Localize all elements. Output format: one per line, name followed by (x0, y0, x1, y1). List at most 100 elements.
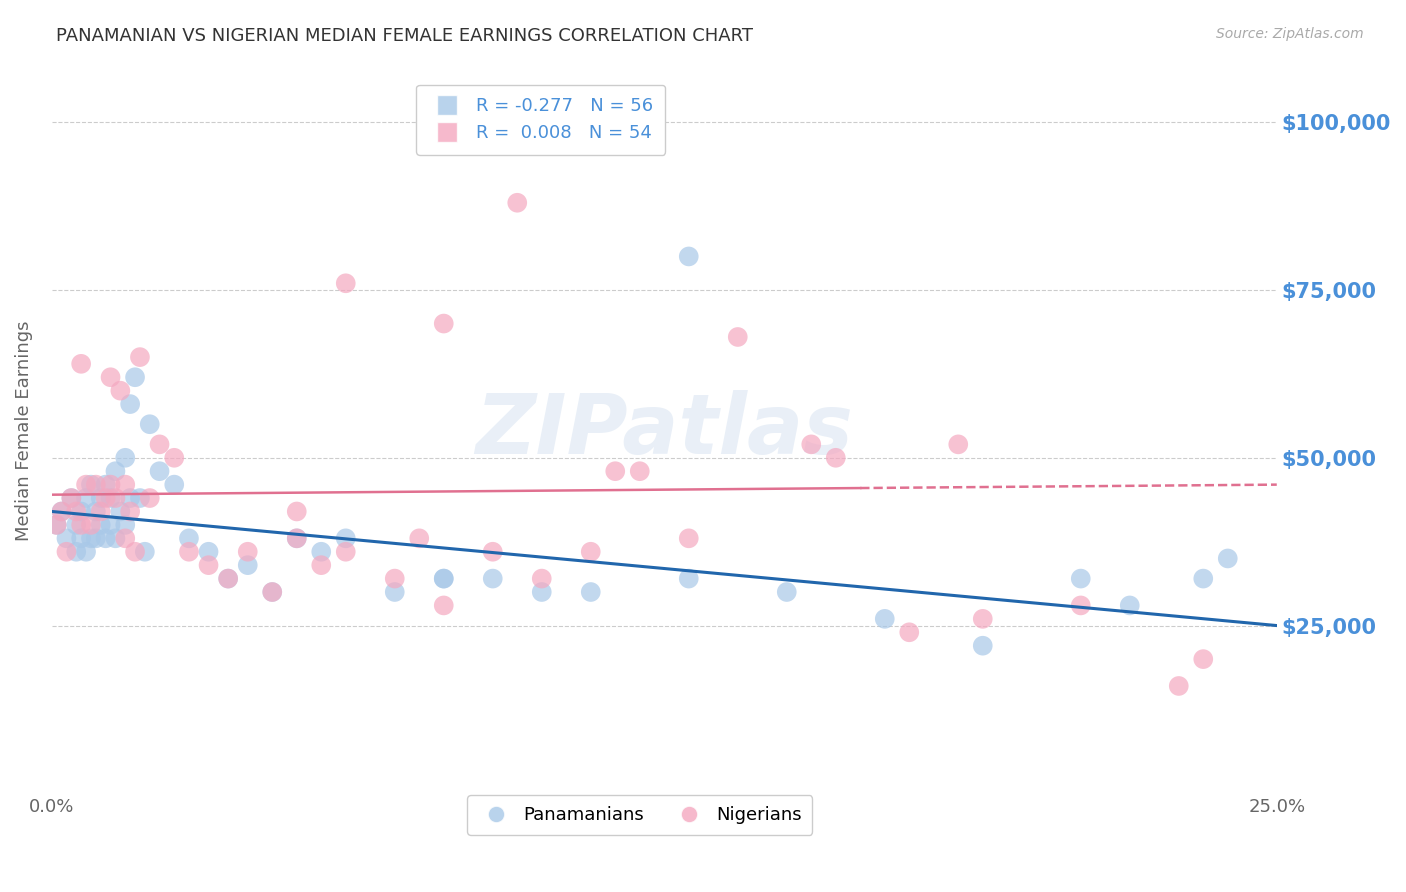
Point (100, 370, 122, 384)
Point (1119, 599, 1142, 613)
Text: PANAMANIAN VS NIGERIAN MEDIAN FEMALE EARNINGS CORRELATION CHART: PANAMANIAN VS NIGERIAN MEDIAN FEMALE EAR… (56, 27, 754, 45)
Point (110, 504, 132, 518)
Point (114, 450, 136, 465)
Point (433, 599, 456, 613)
Point (309, 545, 332, 559)
Point (481, 545, 503, 559)
Point (163, 450, 186, 465)
Point (60, 491, 83, 505)
Point (384, 572, 406, 586)
Point (163, 477, 186, 491)
Point (285, 531, 308, 545)
Point (75, 477, 97, 491)
Point (84, 531, 107, 545)
Point (100, 477, 122, 491)
Point (433, 572, 456, 586)
Point (217, 572, 239, 586)
Point (120, 504, 142, 518)
Point (70, 504, 93, 518)
Point (948, 437, 970, 451)
Point (776, 585, 799, 599)
Point (873, 612, 896, 626)
Point (530, 585, 553, 599)
Point (197, 545, 219, 559)
Point (972, 612, 994, 626)
Point (262, 585, 284, 599)
Point (530, 572, 553, 586)
Point (90, 491, 112, 505)
Point (55, 531, 77, 545)
Point (120, 491, 142, 505)
Point (94, 477, 117, 491)
Point (94, 531, 117, 545)
Point (70, 357, 93, 371)
Point (100, 517, 122, 532)
Point (148, 437, 170, 451)
Point (972, 639, 994, 653)
Point (579, 545, 602, 559)
Point (139, 417, 162, 432)
Point (124, 370, 146, 384)
Point (335, 545, 357, 559)
Point (408, 531, 430, 545)
Point (70, 517, 93, 532)
Point (1192, 572, 1215, 586)
Point (51, 504, 73, 518)
Point (678, 249, 700, 263)
Point (120, 397, 142, 411)
Legend: Panamanians, Nigerians: Panamanians, Nigerians (467, 796, 813, 835)
Point (90, 504, 112, 518)
Point (45, 517, 67, 532)
Point (1070, 599, 1092, 613)
Point (60, 491, 83, 505)
Point (262, 585, 284, 599)
Point (678, 531, 700, 545)
Point (335, 531, 357, 545)
Point (104, 531, 127, 545)
Point (94, 491, 117, 505)
Point (114, 477, 136, 491)
Point (605, 464, 627, 478)
Point (104, 464, 127, 478)
Point (335, 277, 357, 291)
Point (177, 531, 200, 545)
Point (90, 517, 112, 532)
Point (898, 625, 921, 640)
Point (45, 517, 67, 532)
Point (80, 517, 103, 532)
Point (579, 585, 602, 599)
Point (1216, 551, 1239, 566)
Point (129, 491, 152, 505)
Point (65, 504, 87, 518)
Point (110, 384, 132, 398)
Point (114, 517, 136, 532)
Point (628, 464, 651, 478)
Point (70, 531, 93, 545)
Point (129, 350, 152, 364)
Point (236, 545, 259, 559)
Point (1167, 679, 1189, 693)
Point (177, 545, 200, 559)
Point (506, 195, 529, 210)
Text: ZIPatlas: ZIPatlas (475, 391, 853, 472)
Point (1192, 652, 1215, 666)
Text: Source: ZipAtlas.com: Source: ZipAtlas.com (1216, 27, 1364, 41)
Point (236, 558, 259, 573)
Point (100, 491, 122, 505)
Point (1070, 572, 1092, 586)
Point (824, 450, 846, 465)
Point (481, 572, 503, 586)
Point (80, 477, 103, 491)
Y-axis label: Median Female Earnings: Median Female Earnings (15, 321, 32, 541)
Point (134, 545, 156, 559)
Point (727, 330, 749, 344)
Point (217, 572, 239, 586)
Point (148, 464, 170, 478)
Point (384, 585, 406, 599)
Point (75, 545, 97, 559)
Point (678, 572, 700, 586)
Point (84, 504, 107, 518)
Point (55, 545, 77, 559)
Point (84, 477, 107, 491)
Point (75, 491, 97, 505)
